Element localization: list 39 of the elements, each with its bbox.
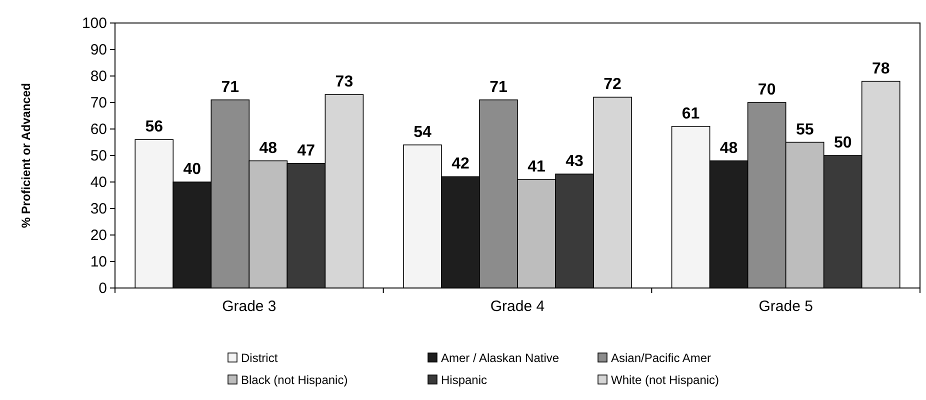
data-label: 55	[796, 121, 814, 138]
y-tick-label: 70	[90, 94, 107, 112]
data-label: 72	[604, 76, 622, 94]
y-axis-title: % Proficient or Advanced	[19, 83, 33, 228]
data-label: 78	[872, 60, 890, 78]
data-label: 42	[452, 156, 470, 173]
data-label: 71	[221, 78, 240, 96]
y-tick-label: 60	[90, 121, 107, 138]
y-tick-label: 50	[90, 148, 107, 164]
y-tick-label: 20	[90, 227, 107, 244]
y-tick-label: 30	[90, 200, 107, 218]
y-tick-label: 40	[90, 174, 107, 191]
x-tick-label: Grade 3	[222, 298, 276, 315]
y-tick-label: 10	[90, 254, 107, 270]
data-label: 48	[259, 140, 278, 157]
data-label: 56	[145, 118, 164, 136]
y-tick-label: 100	[82, 15, 107, 32]
legend-label: District	[241, 351, 278, 365]
data-label: 71	[490, 78, 508, 96]
x-tick-label: Grade 5	[758, 298, 813, 315]
x-tick-label: Grade 4	[490, 298, 545, 315]
legend-label: White (not Hispanic)	[611, 373, 720, 387]
data-label: 48	[720, 140, 738, 157]
data-label: 47	[297, 142, 316, 160]
data-label: 73	[335, 74, 354, 91]
legend-label: Asian/Pacific Amer	[611, 351, 712, 365]
data-label: 43	[566, 153, 584, 170]
y-tick-label: 90	[90, 42, 107, 58]
data-label: 41	[528, 158, 546, 176]
y-tick-label: 0	[98, 280, 107, 297]
data-label: 50	[834, 134, 852, 152]
legend-label: Hispanic	[441, 373, 488, 387]
data-label: 40	[183, 161, 202, 178]
data-label: 54	[414, 124, 432, 141]
data-label: 61	[682, 105, 700, 122]
data-label: 70	[758, 82, 776, 98]
legend-label: Black (not Hispanic)	[241, 373, 348, 387]
legend-label: Amer / Alaskan Native	[441, 351, 560, 365]
y-tick-label: 80	[90, 68, 107, 85]
